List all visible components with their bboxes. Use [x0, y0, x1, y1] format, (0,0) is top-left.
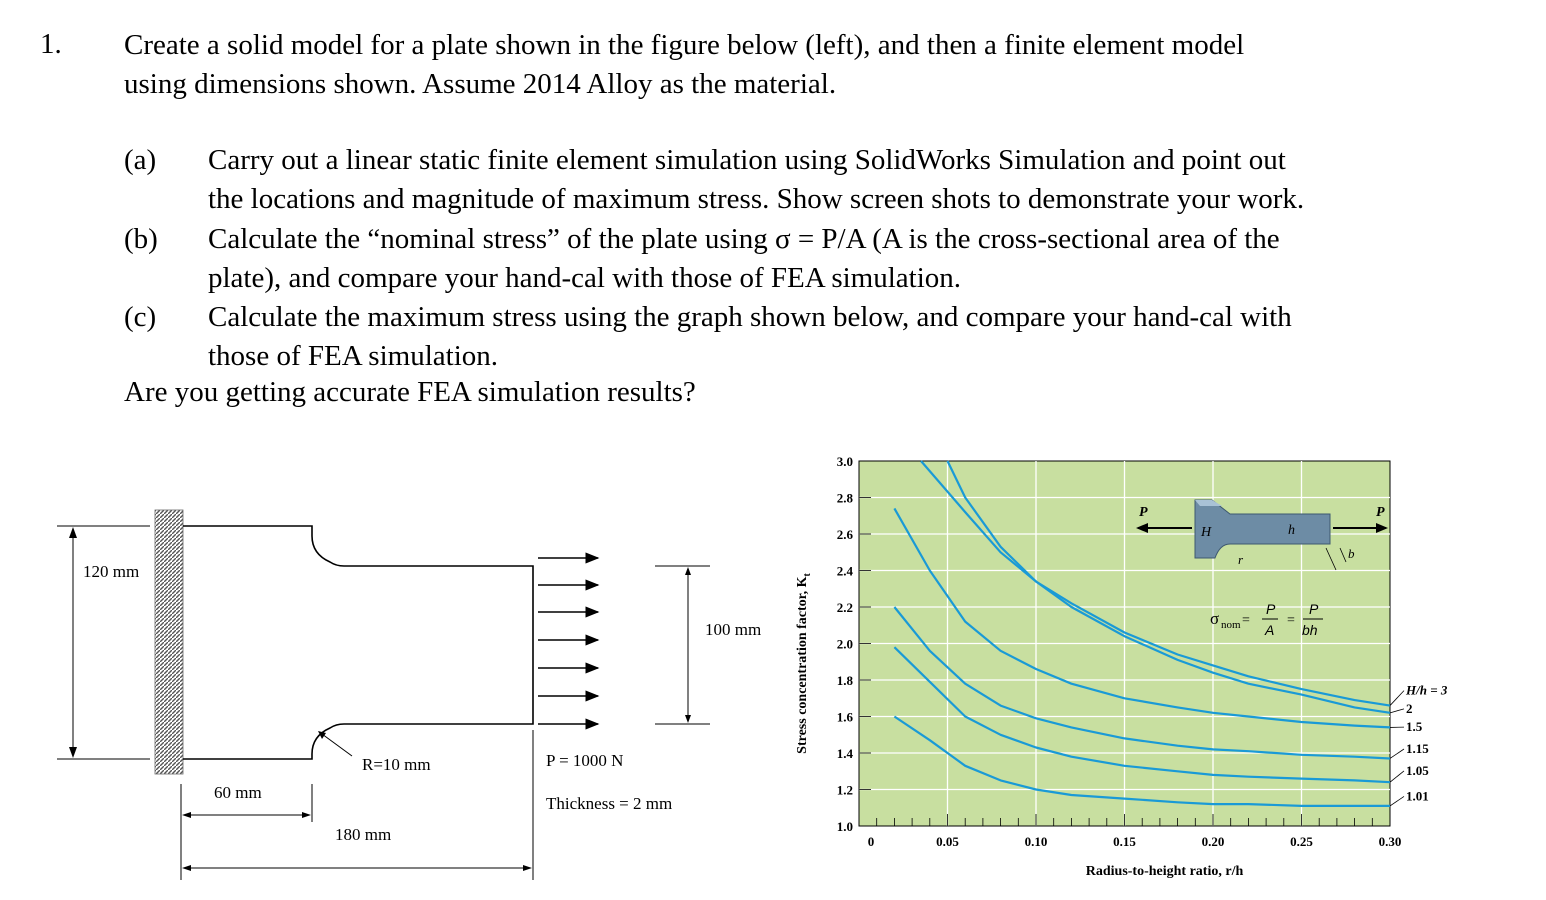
- problem-line-1: Create a solid model for a plate shown i…: [124, 29, 1245, 61]
- formula-num1: P: [1266, 601, 1276, 617]
- y-tick-label: 1.6: [837, 710, 854, 725]
- series-line-4: [893, 606, 1391, 760]
- problem-line-2: using dimensions shown. Assume 2014 Allo…: [124, 68, 837, 100]
- y-tick-label: 1.8: [837, 673, 854, 688]
- series-leader: [1389, 708, 1405, 714]
- formula-den1: A: [1264, 622, 1274, 638]
- inset-specimen: P P H h r b: [1136, 499, 1388, 571]
- series-leader: [1389, 770, 1405, 783]
- dim-neck-label: 100 mm: [705, 620, 761, 639]
- radius-label: R=10 mm: [362, 755, 431, 774]
- y-tick-label: 2.2: [837, 600, 853, 615]
- x-tick-label: 0.25: [1290, 834, 1313, 849]
- dim-shoulder-label: 60 mm: [214, 783, 262, 802]
- formula-eq1: =: [1242, 613, 1250, 628]
- part-c-line-1: Calculate the maximum stress using the g…: [208, 301, 1292, 333]
- y-axis-label: Stress concentration factor, Kt: [795, 573, 813, 754]
- y-tick-label: 2.4: [837, 564, 854, 579]
- series-label: 1.15: [1406, 741, 1429, 756]
- x-tick-label: 0: [868, 834, 875, 849]
- x-tick-label: 0.30: [1379, 834, 1402, 849]
- problem-statement: Create a solid model for a plate shown i…: [124, 26, 1484, 104]
- series-line-6: [893, 715, 1390, 807]
- series-leader: [1389, 748, 1405, 759]
- inset-P-right: P: [1376, 505, 1385, 520]
- inset-H: H: [1200, 525, 1212, 540]
- x-axis-label: Radius-to-height ratio, r/h: [1086, 864, 1244, 879]
- inset-P-left: P: [1139, 505, 1148, 520]
- part-b-line-1: Calculate the “nominal stress” of the pl…: [208, 223, 1280, 255]
- x-tick-label: 0.20: [1202, 834, 1225, 849]
- formula-den2: bh: [1302, 622, 1318, 638]
- y-tick-label: 3.0: [837, 454, 853, 469]
- y-tick-label: 1.2: [837, 783, 853, 798]
- plate-outline: [183, 525, 534, 760]
- part-c-label: (c): [124, 301, 157, 333]
- dim-height-label: 120 mm: [83, 562, 139, 581]
- series-leader: [1389, 690, 1405, 706]
- part-b-label: (b): [124, 223, 158, 255]
- y-axis-label-sub: t: [802, 573, 813, 577]
- closing-question: Are you getting accurate FEA simulation …: [124, 376, 696, 408]
- series-line-5: [893, 646, 1391, 784]
- inset-h: h: [1288, 523, 1295, 538]
- series-line-2: [946, 460, 1391, 714]
- formula-num2: P: [1309, 601, 1319, 617]
- series-label: 1.5: [1406, 719, 1423, 734]
- inset-b: b: [1348, 546, 1355, 561]
- problem-number: 1.: [40, 28, 62, 60]
- inset-r: r: [1238, 552, 1244, 567]
- part-c-line-2: those of FEA simulation.: [208, 340, 498, 372]
- formula-sigma: σ: [1210, 609, 1219, 628]
- series-leader: [1389, 796, 1405, 807]
- part-a-line-1: Carry out a linear static finite element…: [208, 144, 1286, 176]
- load-label: P = 1000 N: [546, 751, 623, 770]
- series-label: 2: [1406, 701, 1413, 716]
- inset-formula: σ nom = P A = P bh: [1210, 601, 1323, 638]
- thickness-label: Thickness = 2 mm: [546, 794, 672, 813]
- y-tick-label: 2.0: [837, 637, 853, 652]
- y-tick-label: 1.4: [837, 746, 854, 761]
- formula-eq2: =: [1287, 613, 1295, 628]
- part-a-label: (a): [124, 144, 157, 176]
- stress-concentration-chart: 1.0 1.2 1.4 1.6 1.8 2.0 2.2 2.4 2.6 2.8 3.0 0 0.05 0.…: [795, 454, 1448, 879]
- part-a-line-2: the locations and magnitude of maximum s…: [208, 183, 1305, 215]
- fixed-wall: [154, 509, 184, 775]
- series-label: 1.05: [1406, 763, 1429, 778]
- x-tick-label: 0.10: [1025, 834, 1048, 849]
- y-tick-label: 1.0: [837, 819, 853, 834]
- formula-sub: nom: [1221, 619, 1241, 631]
- y-tick-label: 2.6: [837, 527, 854, 542]
- plate-figure: 120 mm 100 mm R=10 mm P = 1000 N Thickne…: [57, 509, 761, 880]
- dim-length-label: 180 mm: [335, 825, 391, 844]
- x-tick-label: 0.15: [1113, 834, 1136, 849]
- series-line-3: [893, 507, 1391, 729]
- series-label: H/h = 3: [1405, 683, 1448, 698]
- y-tick-label: 2.8: [837, 491, 854, 506]
- part-b-line-2: plate), and compare your hand-cal with t…: [208, 262, 962, 294]
- series-line-1: [920, 460, 1391, 707]
- x-tick-label: 0.05: [936, 834, 959, 849]
- series-label: 1.01: [1406, 788, 1429, 803]
- load-arrows: [538, 552, 600, 730]
